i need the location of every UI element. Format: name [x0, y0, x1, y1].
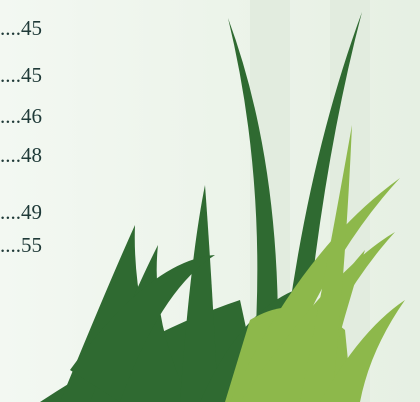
page-number: ....45: [0, 63, 42, 87]
page: ....45....45....46....48....49....55 (()…: [0, 0, 420, 402]
page-number: ....49: [0, 200, 42, 224]
page-number: ....46: [0, 104, 42, 128]
page-number: ....55: [0, 233, 42, 257]
page-number: ....45: [0, 16, 42, 40]
page-number: ....48: [0, 143, 42, 167]
background-art: [0, 0, 420, 402]
